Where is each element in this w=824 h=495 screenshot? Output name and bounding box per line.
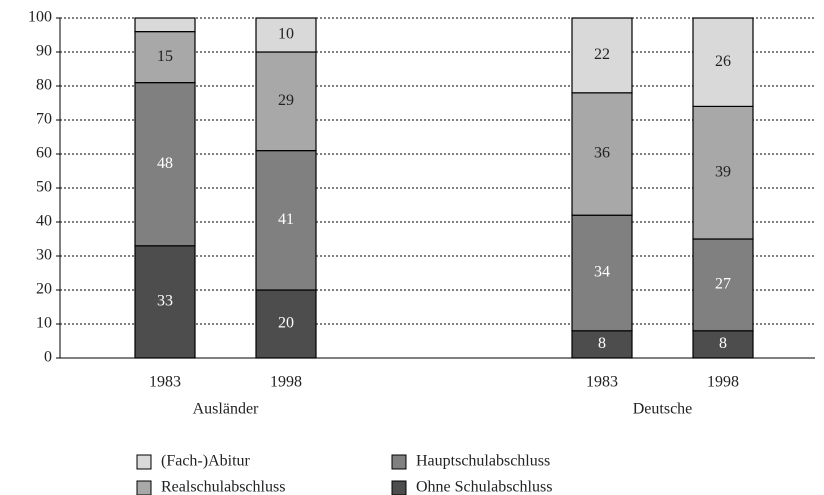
bar-segment (255, 51, 317, 152)
x-tick-label: 1998 (707, 374, 739, 391)
bar-segment (134, 81, 196, 247)
bar-segment (571, 214, 633, 332)
x-tick-label: 1998 (270, 374, 302, 391)
value-label: 34 (594, 264, 610, 281)
group-label: Ausländer (193, 401, 259, 418)
y-tick-label: 0 (44, 349, 52, 366)
legend-label: Ohne Schulabschluss (416, 479, 552, 495)
value-label: 8 (719, 335, 727, 352)
y-tick-label: 20 (36, 281, 52, 298)
legend-swatch (136, 480, 152, 495)
y-tick-label: 40 (36, 213, 52, 230)
value-label: 27 (715, 276, 731, 293)
bar-segment (571, 330, 633, 359)
y-tick-label: 100 (28, 9, 52, 26)
value-label: 41 (278, 211, 294, 228)
y-tick-label: 90 (36, 43, 52, 60)
legend-label: (Fach-)Abitur (161, 453, 251, 470)
group-label: Deutsche (633, 401, 693, 418)
value-label: 33 (157, 293, 173, 310)
legend-label: Hauptschulabschluss (416, 453, 550, 470)
y-tick-label: 80 (36, 77, 52, 94)
value-label: 15 (157, 48, 173, 65)
bar-segment (692, 17, 754, 108)
legend-label: Realschulabschluss (161, 479, 285, 495)
value-label: 8 (598, 335, 606, 352)
value-label: 20 (278, 315, 294, 332)
value-label: 36 (594, 145, 610, 162)
y-tick-label: 60 (36, 145, 52, 162)
y-tick-label: 10 (36, 315, 52, 332)
bar-segment (134, 245, 196, 359)
value-label: 29 (278, 92, 294, 109)
legend-swatch (391, 454, 407, 470)
value-label: 10 (278, 26, 294, 43)
bar-segment (255, 17, 317, 53)
legend-swatch (391, 480, 407, 495)
bar-segment (255, 150, 317, 291)
value-label: 48 (157, 155, 173, 172)
x-tick-label: 1983 (149, 374, 181, 391)
value-label: 26 (715, 53, 731, 70)
bar-segment (571, 17, 633, 94)
y-tick-label: 70 (36, 111, 52, 128)
x-tick-label: 1983 (586, 374, 618, 391)
y-tick-label: 50 (36, 179, 52, 196)
value-label: 39 (715, 163, 731, 180)
legend-swatch (136, 454, 152, 470)
y-tick-label: 30 (36, 247, 52, 264)
value-label: 22 (594, 46, 610, 63)
bar-segment (571, 92, 633, 216)
bar-segment (692, 105, 754, 240)
bar-segment (134, 17, 196, 33)
